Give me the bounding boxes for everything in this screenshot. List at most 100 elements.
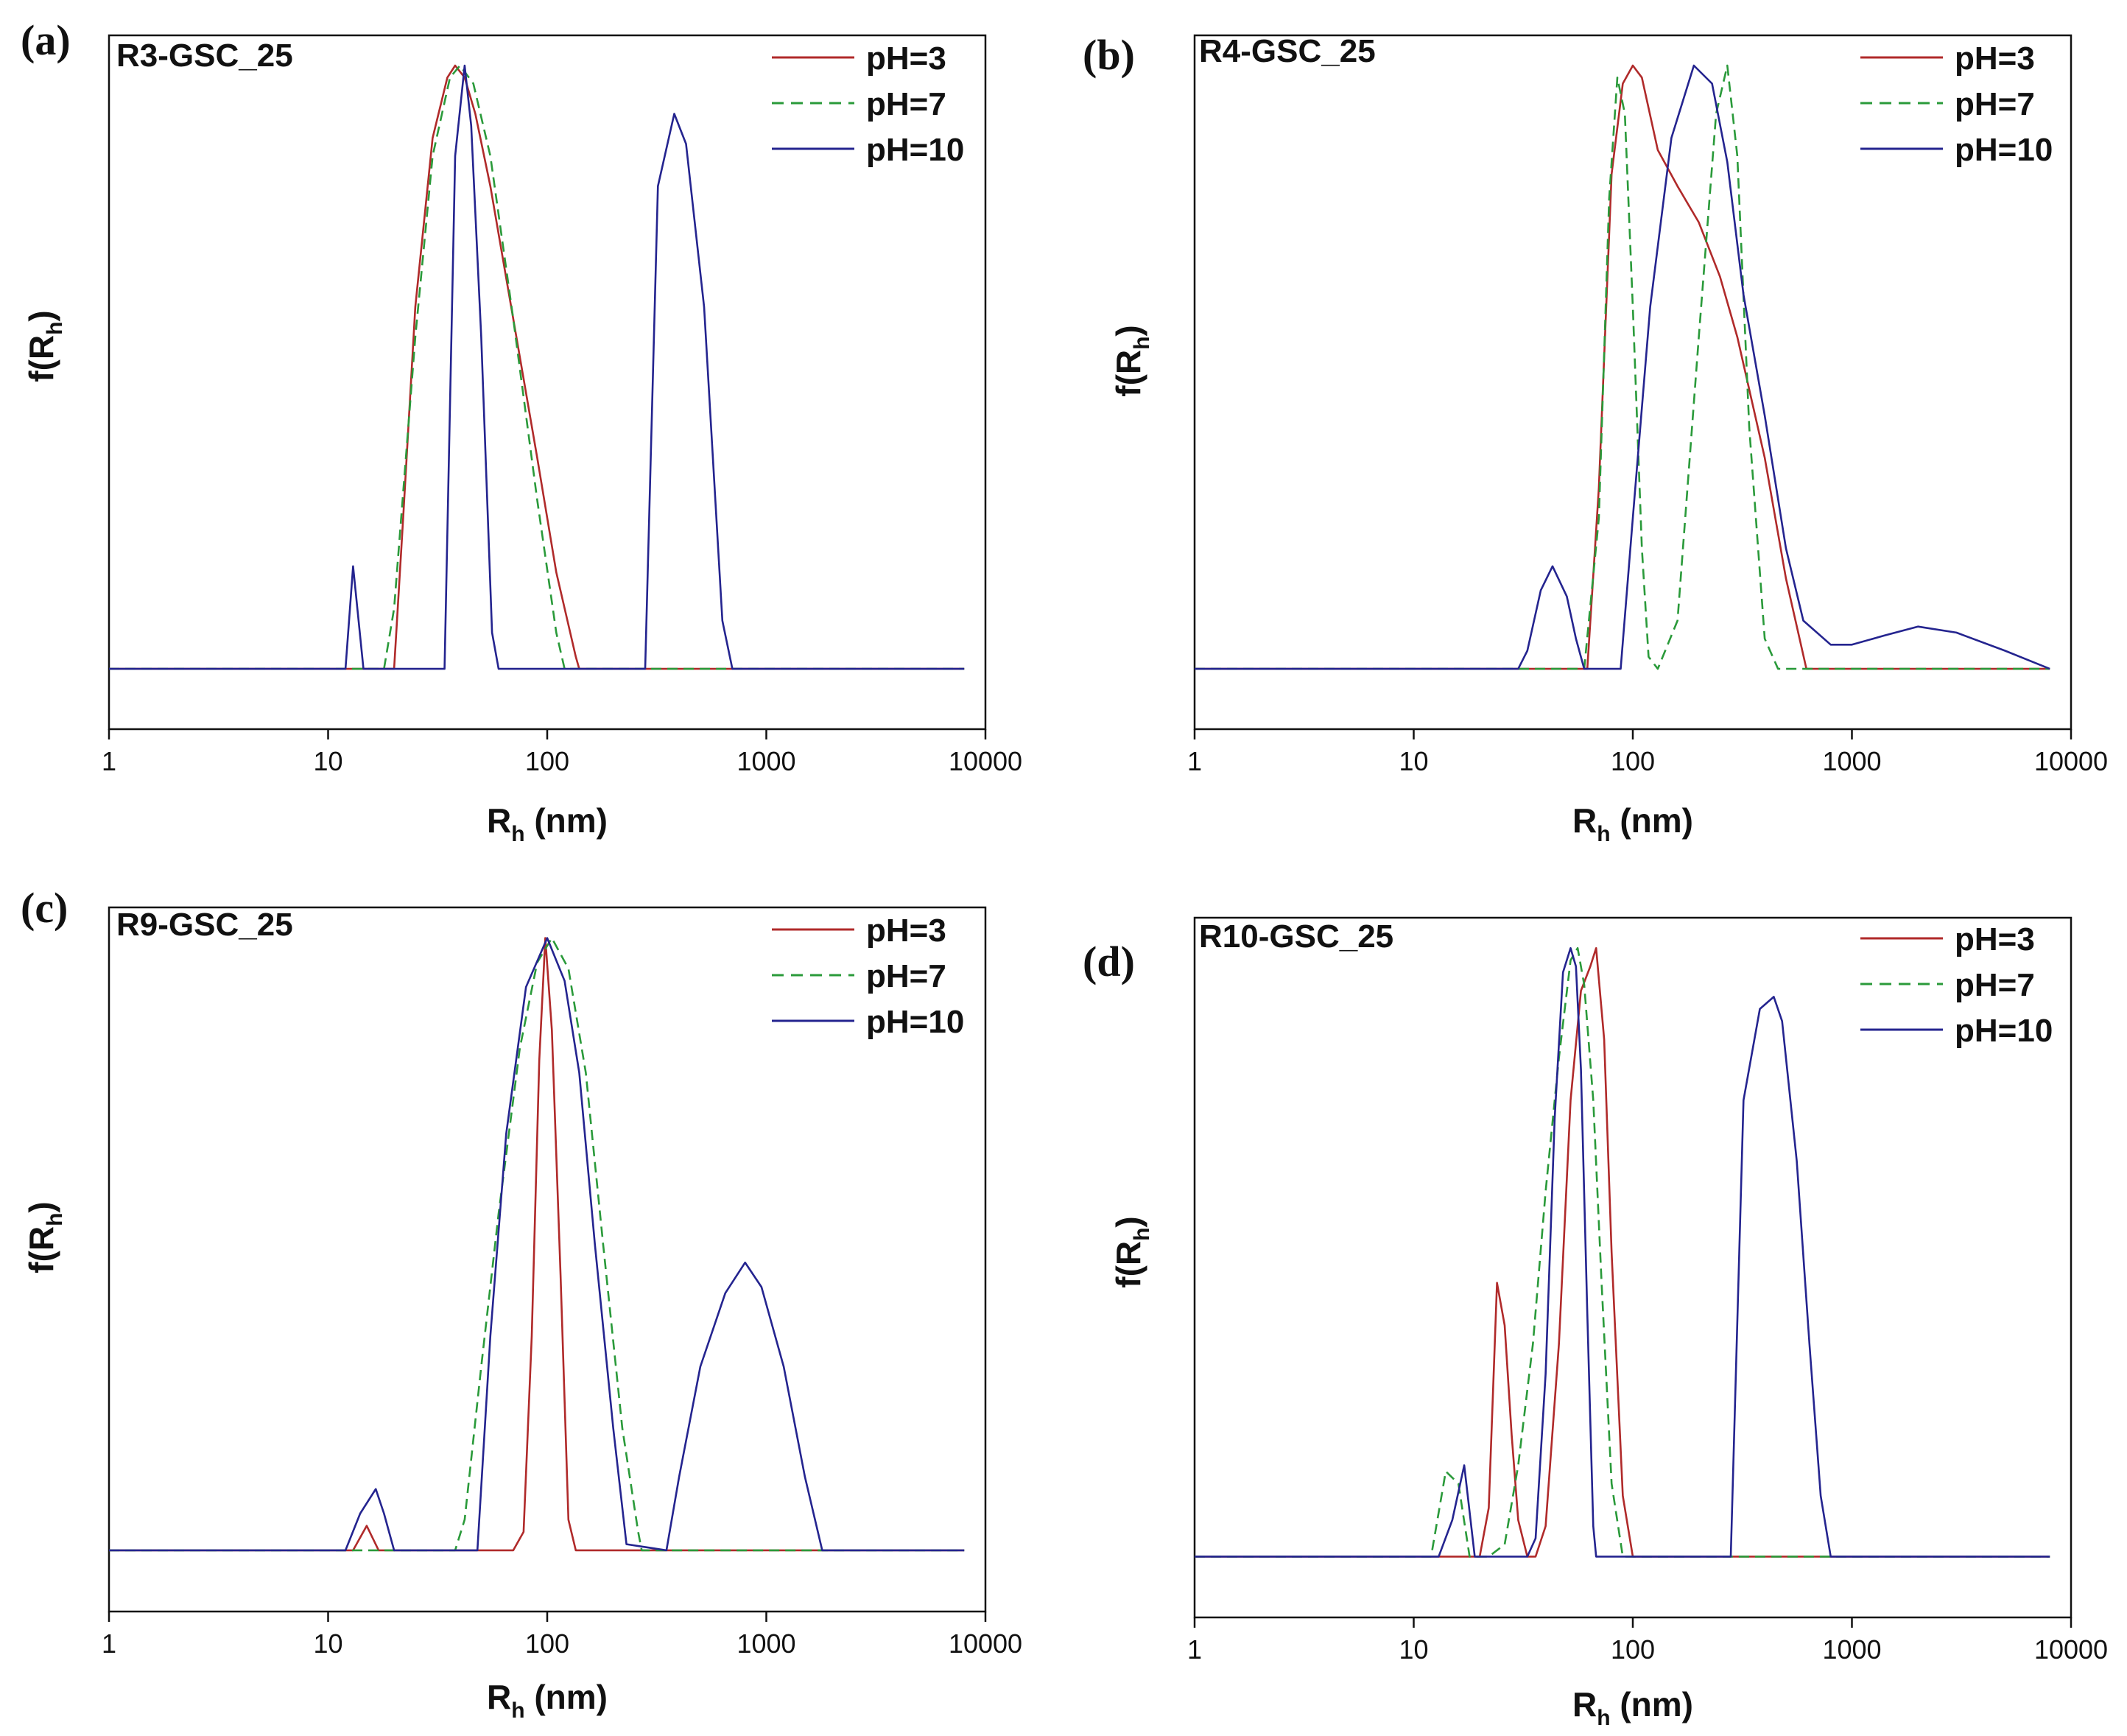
panel-c-series-ph3 <box>109 937 965 1552</box>
panel-c-letter: (c) <box>21 884 68 932</box>
panel-d-x-tick-label-100: 100 <box>1611 1634 1655 1665</box>
panel-d-series <box>1195 947 2050 1558</box>
panel-a-legend: pH=3 pH=7 pH=10 <box>772 41 964 168</box>
panel-c-x-axis-label: Rh (nm) <box>487 1678 608 1723</box>
panel-b-y-label-sub: h <box>1130 337 1154 350</box>
panel-c-x-label-unit: (nm) <box>525 1678 608 1716</box>
panel-b-legend-label-ph3: pH=3 <box>1955 41 2035 77</box>
panel-a-series <box>109 64 965 670</box>
panel-c-ticks: 1 10 100 1000 10000 <box>102 1612 1022 1659</box>
panel-c-legend-label-ph10: pH=10 <box>866 1004 964 1040</box>
panel-d-x-label-main: R <box>1572 1685 1597 1723</box>
panel-b-legend-label-ph7: pH=7 <box>1955 86 2035 122</box>
panel-a-x-label-sub: h <box>511 822 524 846</box>
panel-b-x-tick-label-10000: 10000 <box>2034 746 2108 776</box>
panel-c-series-ph7 <box>109 937 965 1552</box>
panel-a-y-axis-label: f(Rh) <box>22 310 67 382</box>
panel-b-ticks: 1 10 100 1000 10000 <box>1187 729 2108 776</box>
panel-c-legend-label-ph3: pH=3 <box>866 913 946 949</box>
panel-c-title: R9-GSC_25 <box>116 907 293 943</box>
panel-d-legend: pH=3 pH=7 pH=10 <box>1860 921 2053 1049</box>
panel-d-x-axis-label: Rh (nm) <box>1572 1685 1693 1730</box>
panel-a-x-tick-label-10: 10 <box>313 746 342 776</box>
panel-c-x-tick-label-10000: 10000 <box>949 1628 1022 1659</box>
panel-a-legend-label-ph3: pH=3 <box>866 41 946 77</box>
panel-b-x-label-sub: h <box>1597 822 1610 846</box>
panel-b-legend-label-ph10: pH=10 <box>1955 132 2053 168</box>
panel-d-ticks: 1 10 100 1000 10000 <box>1187 1617 2108 1665</box>
panel-b-x-label-unit: (nm) <box>1611 801 1693 840</box>
panel-a-ticks: 1 10 100 1000 10000 <box>102 729 1022 776</box>
panel-d-x-tick-label-1000: 1000 <box>1822 1634 1881 1665</box>
panel-a-x-tick-label-100: 100 <box>525 746 569 776</box>
panel-d-y-axis-label: f(Rh) <box>1109 1216 1154 1288</box>
panel-c-y-label-sub: h <box>43 1213 67 1226</box>
panel-a-y-label-sub: h <box>43 322 67 335</box>
panel-b-x-tick-label-10: 10 <box>1399 746 1428 776</box>
panel-b-x-tick-label-1: 1 <box>1187 746 1202 776</box>
panel-d-y-label-sub: h <box>1130 1228 1154 1241</box>
panel-d-y-label-main: f(R <box>1109 1241 1147 1288</box>
panel-a-y-label-close: ) <box>22 310 60 321</box>
panel-c-x-label-main: R <box>487 1678 511 1716</box>
panel-d-series-ph10 <box>1195 947 2050 1558</box>
panel-c-legend-label-ph7: pH=7 <box>866 958 946 994</box>
panel-b-x-tick-label-1000: 1000 <box>1822 746 1881 776</box>
panel-d-x-tick-label-10000: 10000 <box>2034 1634 2108 1665</box>
panel-d: (d) R10-GSC_25 1 10 100 1000 10000 pH=3 pH=7… <box>1083 916 2108 1730</box>
panel-b-series-ph7 <box>1195 64 2050 670</box>
panel-b-title: R4-GSC_25 <box>1199 33 1376 69</box>
panel-d-series-ph7 <box>1195 947 2050 1558</box>
panel-d-legend-label-ph10: pH=10 <box>1955 1013 2053 1049</box>
panel-a-series-ph7 <box>109 64 965 670</box>
panel-a-y-label-main: f(R <box>22 335 60 382</box>
panel-b-x-axis-label: Rh (nm) <box>1572 801 1693 846</box>
panel-d-letter: (d) <box>1083 938 1135 985</box>
panel-b: (b) R4-GSC_25 1 10 100 1000 10000 pH=3 pH=7 … <box>1083 31 2108 846</box>
panel-c-x-tick-label-100: 100 <box>525 1628 569 1659</box>
panel-a-x-axis-label: Rh (nm) <box>487 801 608 846</box>
panel-c-y-axis-label: f(Rh) <box>22 1201 67 1273</box>
panel-d-title: R10-GSC_25 <box>1199 918 1393 955</box>
panel-c-legend: pH=3 pH=7 pH=10 <box>772 913 964 1040</box>
panel-b-y-label-close: ) <box>1109 325 1147 336</box>
panel-a-x-tick-label-1: 1 <box>102 746 116 776</box>
panel-a-legend-label-ph10: pH=10 <box>866 132 964 168</box>
panel-d-x-tick-label-10: 10 <box>1399 1634 1428 1665</box>
panel-b-x-label-main: R <box>1572 801 1597 840</box>
panel-b-series <box>1195 64 2050 670</box>
panel-b-x-tick-label-100: 100 <box>1611 746 1655 776</box>
panel-a-x-tick-label-1000: 1000 <box>736 746 795 776</box>
panel-c-x-tick-label-1000: 1000 <box>736 1628 795 1659</box>
panel-a-series-ph3 <box>109 64 965 670</box>
panel-c-x-tick-label-1: 1 <box>102 1628 116 1659</box>
panel-c-y-label-main: f(R <box>22 1226 60 1273</box>
panel-b-letter: (b) <box>1083 31 1135 79</box>
panel-b-legend: pH=3 pH=7 pH=10 <box>1860 41 2053 168</box>
panel-c-x-label-sub: h <box>511 1698 524 1723</box>
panel-d-legend-label-ph3: pH=3 <box>1955 921 2035 957</box>
panel-a: (a) R3-GSC_25 1 10 100 1000 10000 pH=3 pH=7 … <box>21 16 1022 846</box>
panel-d-legend-label-ph7: pH=7 <box>1955 967 2035 1003</box>
panel-a-x-tick-label-10000: 10000 <box>949 746 1022 776</box>
panel-d-x-label-sub: h <box>1597 1706 1610 1730</box>
panel-b-y-label-main: f(R <box>1109 350 1147 397</box>
panel-a-legend-label-ph7: pH=7 <box>866 86 946 122</box>
panel-a-x-label-unit: (nm) <box>525 801 608 840</box>
panel-c-y-label-close: ) <box>22 1201 60 1212</box>
panel-d-x-label-unit: (nm) <box>1611 1685 1693 1723</box>
panel-d-y-label-close: ) <box>1109 1216 1147 1227</box>
panel-c-x-tick-label-10: 10 <box>313 1628 342 1659</box>
panel-d-series-ph3 <box>1195 947 2050 1558</box>
panel-b-y-axis-label: f(Rh) <box>1109 325 1154 397</box>
panel-a-letter: (a) <box>21 16 71 64</box>
panel-a-title: R3-GSC_25 <box>116 38 293 74</box>
panel-a-series-ph10 <box>109 64 965 670</box>
panel-c: (c) R9-GSC_25 1 10 100 1000 10000 pH=3 pH=7 … <box>21 884 1022 1723</box>
panel-a-x-label-main: R <box>487 801 511 840</box>
panel-c-series-ph10 <box>109 937 965 1552</box>
panel-b-series-ph10 <box>1195 64 2050 670</box>
panel-d-x-tick-label-1: 1 <box>1187 1634 1202 1665</box>
